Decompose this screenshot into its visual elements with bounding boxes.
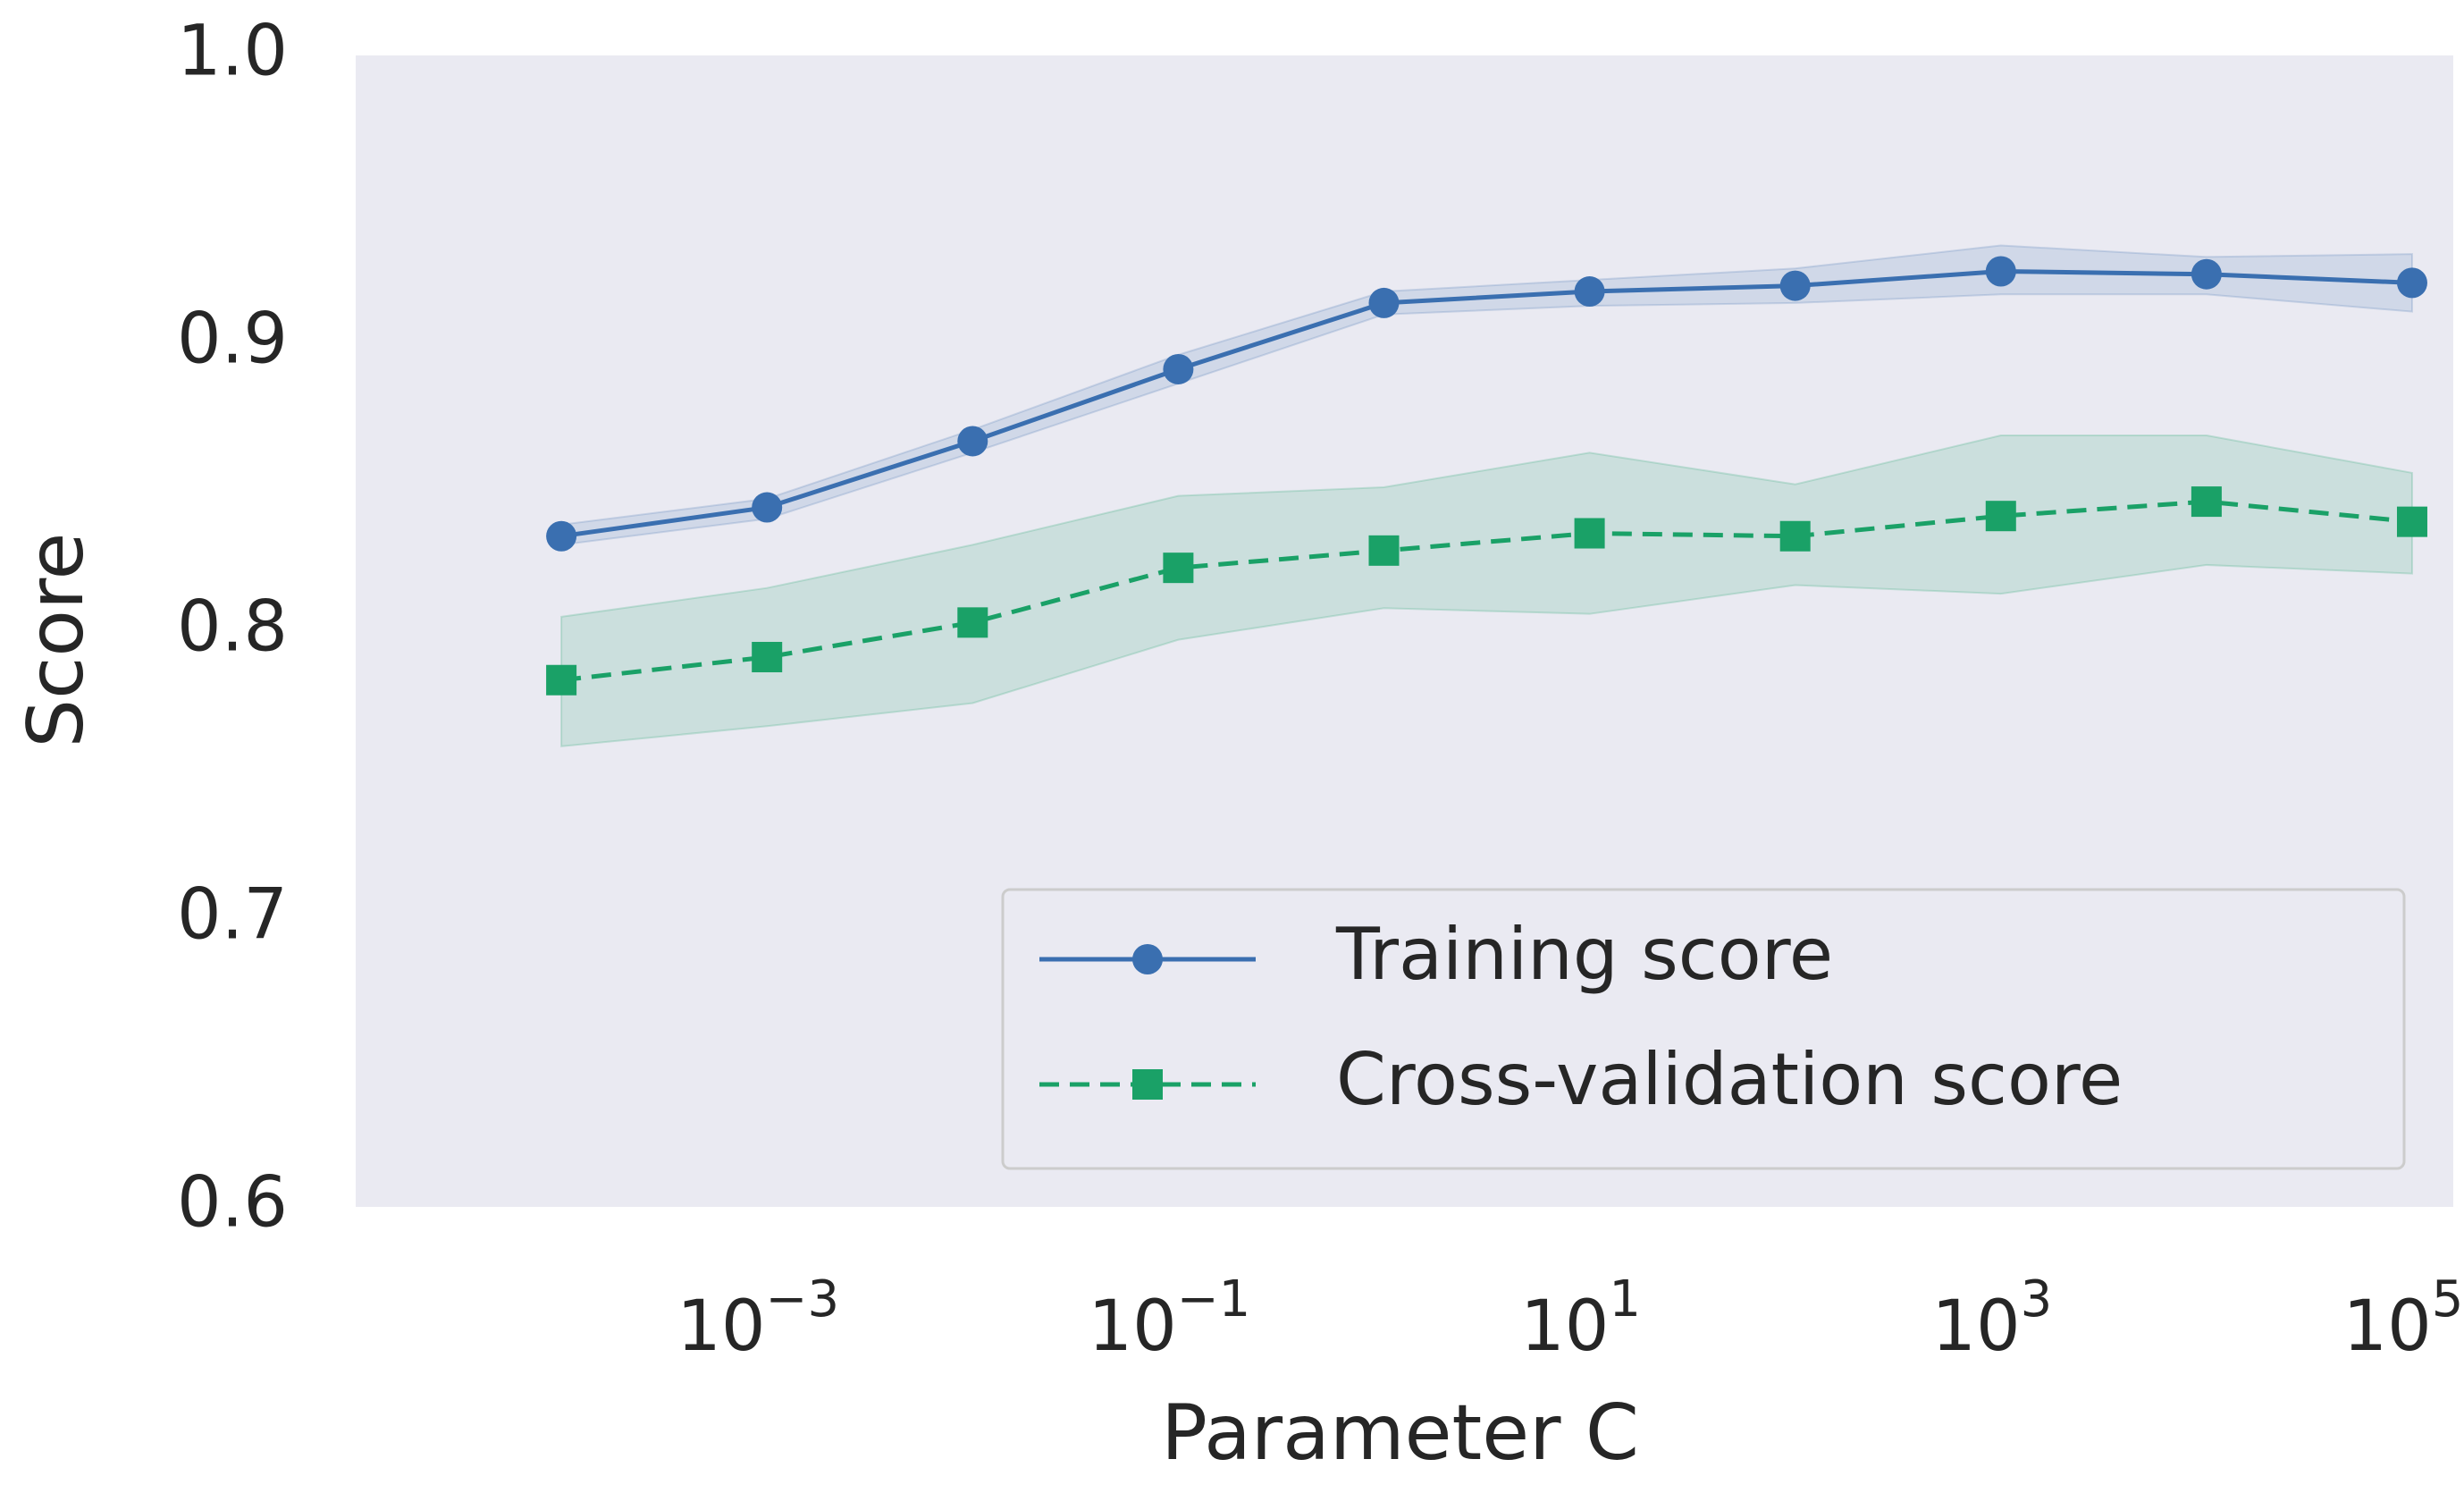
point-training [1779, 270, 1811, 301]
x-axis-ticks: 10−3 10−1 101 103 105 [677, 1270, 2463, 1367]
y-tick-label: 0.8 [177, 586, 288, 667]
line-training [560, 269, 2413, 539]
point-training [2191, 258, 2222, 290]
y-axis-ticks: 0.6 0.7 0.8 0.9 1.0 [177, 11, 288, 1243]
legend: Training score Cross-validation score [1001, 888, 2406, 1170]
x-tick-label: 103 [1931, 1270, 2052, 1367]
point-training [1163, 353, 1194, 384]
point-training [1574, 276, 1605, 308]
point-training [546, 520, 577, 552]
y-tick-label: 1.0 [177, 11, 288, 91]
point-cross-validation [2191, 486, 2222, 518]
band-cross-validation [560, 434, 2413, 747]
x-tick-label: 101 [1520, 1270, 1641, 1367]
y-tick-label: 0.7 [177, 874, 288, 955]
point-training [752, 492, 783, 523]
point-training [957, 426, 988, 457]
legend-label-training: Training score [1335, 913, 1833, 996]
point-cross-validation [957, 607, 988, 638]
point-cross-validation [1985, 501, 2016, 532]
x-tick-label: 10−1 [1088, 1270, 1250, 1367]
point-cross-validation [752, 641, 783, 672]
point-cross-validation [546, 664, 577, 696]
point-training [1368, 287, 1400, 318]
series-markers [546, 256, 2427, 696]
x-tick-label: 10−3 [677, 1270, 839, 1367]
point-training [1985, 256, 2016, 287]
line-cross-validation [560, 499, 2413, 683]
legend-marker-cross-validation [1132, 1069, 1163, 1100]
x-tick-label: 105 [2343, 1270, 2464, 1367]
point-cross-validation [1368, 535, 1400, 566]
point-cross-validation [1574, 518, 1605, 549]
point-cross-validation [1163, 552, 1194, 584]
legend-marker-training [1132, 944, 1163, 974]
point-cross-validation [1779, 520, 1811, 552]
legend-label-cross-validation: Cross-validation score [1336, 1038, 2123, 1121]
y-tick-label: 0.6 [177, 1162, 288, 1243]
point-cross-validation [2396, 506, 2427, 537]
y-tick-label: 0.9 [177, 299, 288, 379]
y-axis-label: Score [12, 533, 101, 748]
legend-box [1001, 888, 2406, 1170]
point-training [2396, 267, 2427, 299]
x-axis-label: Parameter C [1161, 1388, 1639, 1478]
series-lines [560, 269, 2413, 683]
